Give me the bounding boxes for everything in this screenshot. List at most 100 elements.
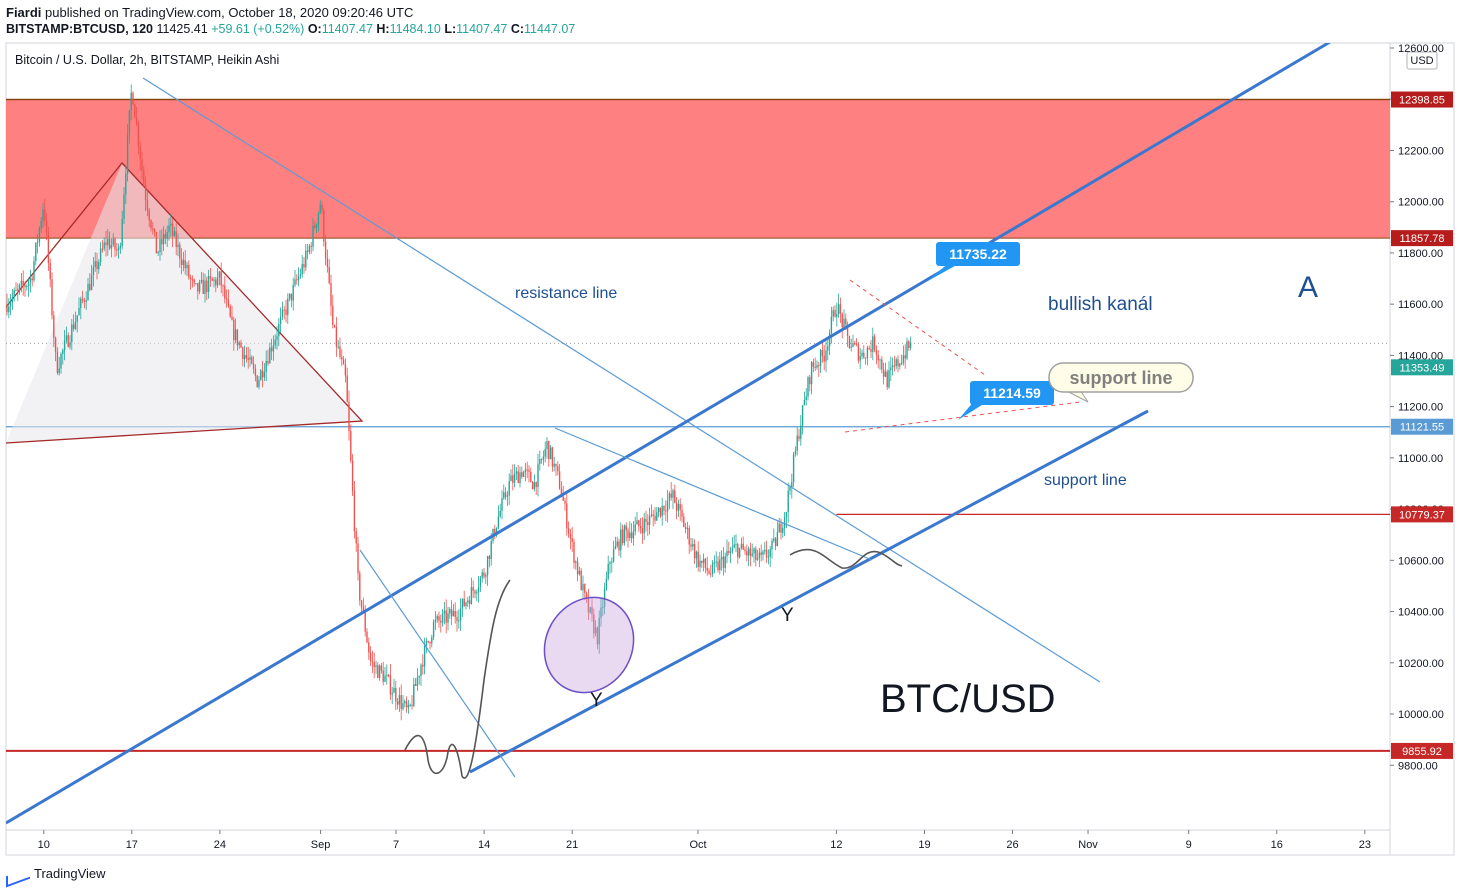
candle-body bbox=[848, 335, 851, 349]
candle-body bbox=[461, 598, 464, 609]
candle-body bbox=[173, 231, 176, 237]
candle-body bbox=[909, 342, 912, 348]
candle-body bbox=[350, 430, 352, 461]
channel-lower-line bbox=[469, 409, 1149, 774]
y-tick-label: 11800.00 bbox=[1398, 248, 1443, 260]
candle-body bbox=[63, 340, 66, 351]
candle-body bbox=[778, 523, 780, 533]
candle-body bbox=[225, 298, 228, 300]
candle-body bbox=[760, 552, 762, 555]
candle-body bbox=[112, 238, 114, 245]
candle-body bbox=[229, 305, 231, 317]
candle-body bbox=[904, 355, 906, 359]
candle-body bbox=[283, 309, 285, 311]
candle-body bbox=[715, 561, 717, 563]
candle-body bbox=[710, 573, 712, 575]
candle-body bbox=[135, 117, 138, 124]
candle-body bbox=[823, 355, 825, 362]
annotation-btcusd: BTC/USD bbox=[880, 677, 1056, 721]
candle-body bbox=[29, 278, 32, 283]
candle-body bbox=[776, 532, 779, 547]
candle-body bbox=[891, 365, 894, 368]
candle-body bbox=[188, 264, 190, 278]
candle-body bbox=[474, 590, 476, 594]
footer-brand[interactable]: TradingView bbox=[6, 866, 106, 881]
candle-body bbox=[423, 645, 426, 667]
candle-body bbox=[886, 371, 888, 388]
candle-body bbox=[573, 541, 575, 563]
candle-body bbox=[600, 607, 602, 619]
candle-body bbox=[351, 460, 354, 491]
candle-body bbox=[576, 561, 579, 575]
candle-body bbox=[164, 234, 167, 239]
candle-body bbox=[393, 687, 395, 693]
candle-body bbox=[485, 575, 487, 577]
candle-body bbox=[402, 703, 404, 709]
candle-body bbox=[769, 549, 771, 557]
candle-body bbox=[735, 544, 737, 546]
candle-body bbox=[99, 248, 102, 262]
candle-body bbox=[749, 548, 752, 556]
price-label-value: 11121.55 bbox=[1400, 422, 1444, 434]
candle-body bbox=[294, 279, 296, 285]
candle-body bbox=[515, 471, 518, 474]
candle-body bbox=[258, 380, 260, 387]
footer-brand-label: TradingView bbox=[34, 866, 106, 881]
x-tick-label: 21 bbox=[566, 839, 578, 851]
candle-body bbox=[377, 665, 379, 678]
candle-body bbox=[96, 261, 98, 270]
callout-upper: 11735.22 bbox=[926, 242, 1020, 282]
candle-body bbox=[486, 556, 489, 576]
candle-body bbox=[159, 239, 161, 253]
candle-body bbox=[292, 284, 294, 301]
candle-body bbox=[179, 244, 181, 259]
candle-body bbox=[737, 544, 739, 558]
y-tick-label: 11000.00 bbox=[1398, 453, 1443, 465]
symbol-label: BITSTAMP:BTCUSD, 120 bbox=[6, 22, 154, 36]
candle-body bbox=[796, 435, 798, 451]
candle-body bbox=[843, 318, 845, 328]
candle-body bbox=[103, 242, 105, 249]
candle-body bbox=[116, 249, 118, 251]
candle-body bbox=[774, 538, 777, 547]
candle-body bbox=[884, 371, 887, 377]
candle-body bbox=[211, 278, 213, 281]
candle-body bbox=[148, 210, 150, 221]
candle-body bbox=[906, 341, 908, 359]
time-axis[interactable]: 10 17 24 Sep 7 14 21 Oct 12 19 26 Nov 9 16 23 bbox=[38, 830, 1371, 851]
price-labels-layer: 12398.85 11857.78 11353.49 11121.55 10779.37… bbox=[1391, 91, 1453, 759]
candle-body bbox=[753, 548, 755, 554]
price-axis[interactable]: 9800.00 10000.00 10200.00 10400.00 10600.00 1… bbox=[1390, 43, 1444, 772]
triangle-fill bbox=[6, 163, 362, 443]
candle-body bbox=[659, 507, 662, 517]
author-name: Fiardi bbox=[6, 5, 42, 20]
candle-body bbox=[868, 347, 870, 349]
candle-body bbox=[132, 92, 134, 105]
candle-body bbox=[699, 560, 701, 567]
x-tick-label: 26 bbox=[1006, 839, 1018, 851]
candle-body bbox=[13, 290, 15, 297]
candle-body bbox=[261, 370, 264, 378]
candle-body bbox=[272, 345, 275, 352]
candle-body bbox=[706, 567, 708, 571]
candle-body bbox=[566, 503, 568, 529]
candle-body bbox=[614, 546, 617, 550]
candle-body bbox=[58, 368, 60, 374]
candle-body bbox=[130, 92, 132, 111]
candle-body bbox=[591, 607, 593, 615]
x-tick-label: 24 bbox=[214, 839, 226, 851]
candle-body bbox=[42, 209, 44, 222]
x-tick-label: Oct bbox=[689, 839, 706, 851]
candle-body bbox=[454, 610, 456, 618]
candle-body bbox=[216, 277, 219, 286]
candle-body bbox=[224, 285, 226, 299]
candle-body bbox=[101, 248, 104, 250]
candle-body bbox=[432, 622, 435, 638]
candle-body bbox=[521, 472, 523, 477]
candle-body bbox=[152, 228, 154, 230]
x-tick-label: 17 bbox=[126, 839, 138, 851]
candle-body bbox=[182, 260, 185, 266]
x-tick-label: 12 bbox=[830, 839, 842, 851]
candle-body bbox=[67, 335, 69, 347]
